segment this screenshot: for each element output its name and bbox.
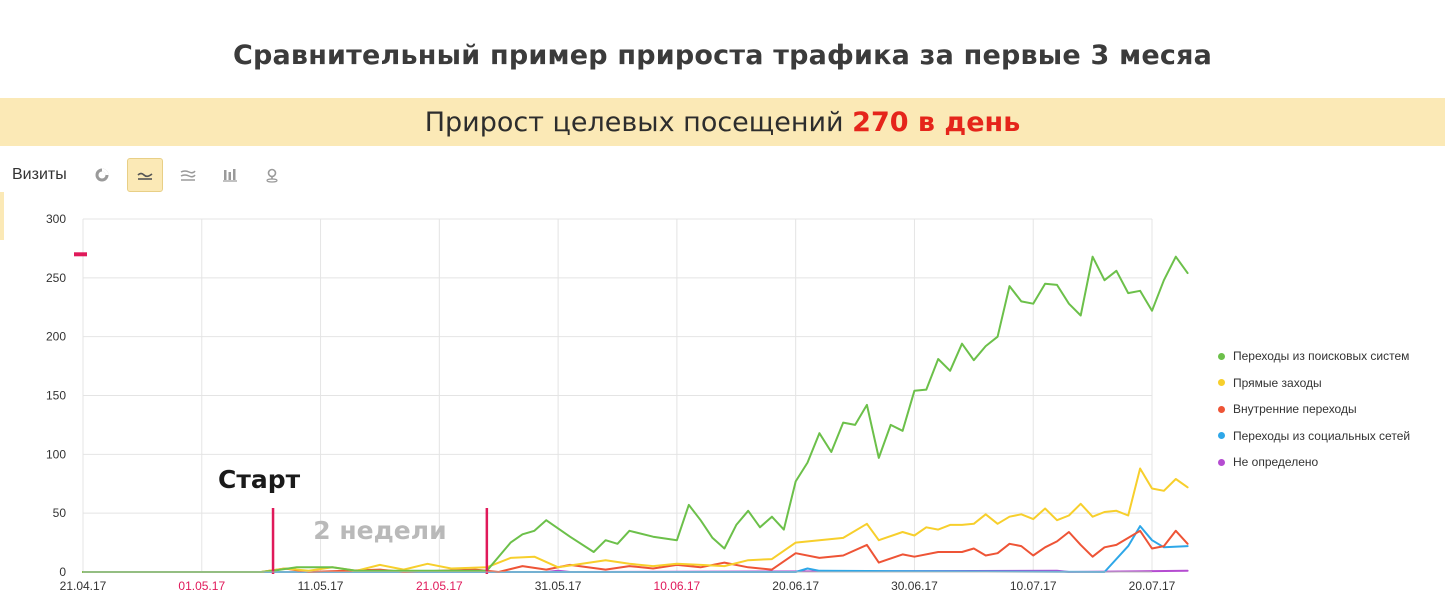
legend-label: Не определено	[1233, 455, 1319, 470]
bar-chart-button[interactable]	[213, 159, 247, 191]
x-tick-label: 11.05.17	[298, 579, 344, 593]
legend-label: Переходы из социальных сетей	[1233, 428, 1411, 443]
legend-item[interactable]: Внутренние переходы	[1218, 396, 1410, 423]
x-tick-label: 10.07.17	[1010, 579, 1057, 593]
series-line	[82, 529, 1189, 573]
chart-title: Сравнительный пример прироста трафика за…	[232, 40, 1213, 71]
area-chart-icon	[180, 170, 196, 181]
legend-item[interactable]: Прямые заходы	[1218, 370, 1410, 397]
x-tick-label: 01.05.17	[178, 579, 225, 593]
bar-chart-icon	[222, 169, 237, 182]
map-icon	[266, 168, 278, 183]
y-tick-label: 300	[46, 212, 66, 226]
legend-dot-icon	[1218, 432, 1225, 440]
active-marker	[0, 192, 4, 240]
x-tick-label: 30.06.17	[891, 579, 938, 593]
y-tick-label: 200	[46, 330, 66, 344]
legend-dot-icon	[1218, 458, 1225, 466]
line-chart-icon	[137, 172, 153, 180]
y-tick-label: 150	[46, 389, 66, 403]
y-tick-label: 0	[59, 565, 66, 579]
legend-item[interactable]: Переходы из поисковых систем	[1218, 343, 1410, 370]
legend-dot-icon	[1218, 405, 1225, 413]
traffic-growth-banner: Прирост целевых посещений 270 в день	[0, 98, 1445, 146]
x-tick-label: 20.06.17	[772, 579, 819, 593]
x-tick-label: 31.05.17	[535, 579, 582, 593]
y-tick-label: 250	[46, 271, 66, 285]
start-annotation: Старт	[218, 465, 301, 494]
line-chart-button[interactable]	[126, 158, 163, 192]
two-weeks-annotation: 2 недели	[313, 516, 446, 545]
banner-text: Прирост целевых посещений	[424, 107, 853, 138]
legend-item[interactable]: Не определено	[1218, 449, 1410, 476]
metric-label: Визиты	[12, 166, 67, 183]
banner-highlight: 270 в день	[852, 107, 1021, 138]
y-tick-label: 50	[53, 506, 67, 520]
series-line	[82, 525, 1189, 573]
y-tick-label: 100	[46, 447, 66, 461]
chart-toolbar: Визиты	[12, 158, 297, 192]
pie-chart-icon	[95, 168, 109, 182]
legend-label: Переходы из поисковых систем	[1233, 349, 1410, 364]
x-tick-label: 21.05.17	[416, 579, 463, 593]
chart-legend: Переходы из поисковых систем Прямые заход…	[1218, 343, 1410, 476]
legend-label: Внутренние переходы	[1233, 402, 1357, 417]
legend-item[interactable]: Переходы из социальных сетей	[1218, 423, 1410, 450]
legend-dot-icon	[1218, 379, 1225, 387]
traffic-line-chart: Старт 2 недели 0 50 100 150 200 250 300 21.04.17…	[46, 212, 1189, 593]
x-tick-label: 21.04.17	[60, 579, 107, 593]
pie-chart-button[interactable]	[85, 159, 119, 191]
map-button[interactable]	[255, 159, 289, 191]
area-chart-button[interactable]	[171, 159, 205, 191]
series-line	[82, 467, 1189, 573]
legend-label: Прямые заходы	[1233, 375, 1322, 390]
x-tick-label: 20.07.17	[1129, 579, 1176, 593]
legend-dot-icon	[1218, 352, 1225, 360]
x-tick-label: 10.06.17	[654, 579, 701, 593]
target-marker	[74, 252, 87, 257]
series-line	[82, 255, 1189, 573]
